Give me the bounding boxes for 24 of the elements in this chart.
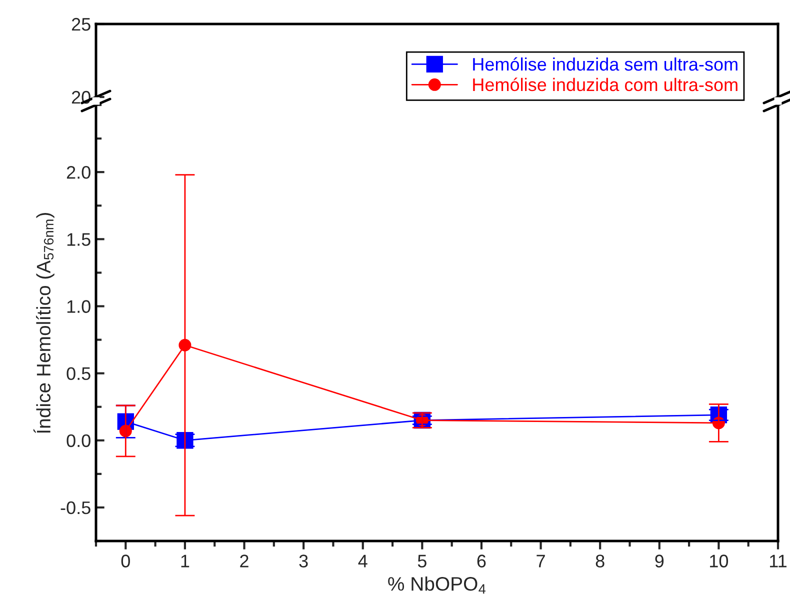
x-tick-label: 6	[477, 554, 486, 568]
x-tick-label: 4	[358, 554, 368, 568]
legend-label: Hemólise induzida com ultra-som	[473, 78, 738, 92]
x-tick-label: 11	[770, 554, 786, 568]
y-tick-label: 0.5	[66, 367, 90, 380]
y-tick-label: -0.5	[60, 501, 90, 514]
x-tick-label: 0	[121, 554, 130, 568]
x-tick-label: 9	[655, 554, 664, 568]
x-tick-label: 1	[181, 554, 190, 568]
y-tick-label: 1.0	[67, 300, 90, 313]
x-tick-label: 3	[299, 554, 308, 568]
x-tick-label: 8	[596, 554, 604, 568]
y-tick-label: 0.0	[66, 434, 90, 448]
x-tick-label: 5	[418, 554, 426, 568]
y-tick-label: 2.0	[66, 166, 90, 179]
x-tick-label: 2	[240, 554, 248, 568]
y-axis-title: Índice Hemolítico (A$_{576nm}$)	[33, 212, 54, 433]
point	[178, 338, 192, 352]
x-tick-label: 7	[536, 554, 545, 568]
y-tick-label: 25	[72, 18, 90, 31]
x-tick-label: 10	[710, 554, 728, 568]
legend-label: Hemólise induzida sem ultra-som	[473, 57, 738, 71]
x-axis-title: % NbOPO$_{4}$	[388, 576, 486, 594]
y-tick-label: 1.5	[67, 233, 90, 246]
